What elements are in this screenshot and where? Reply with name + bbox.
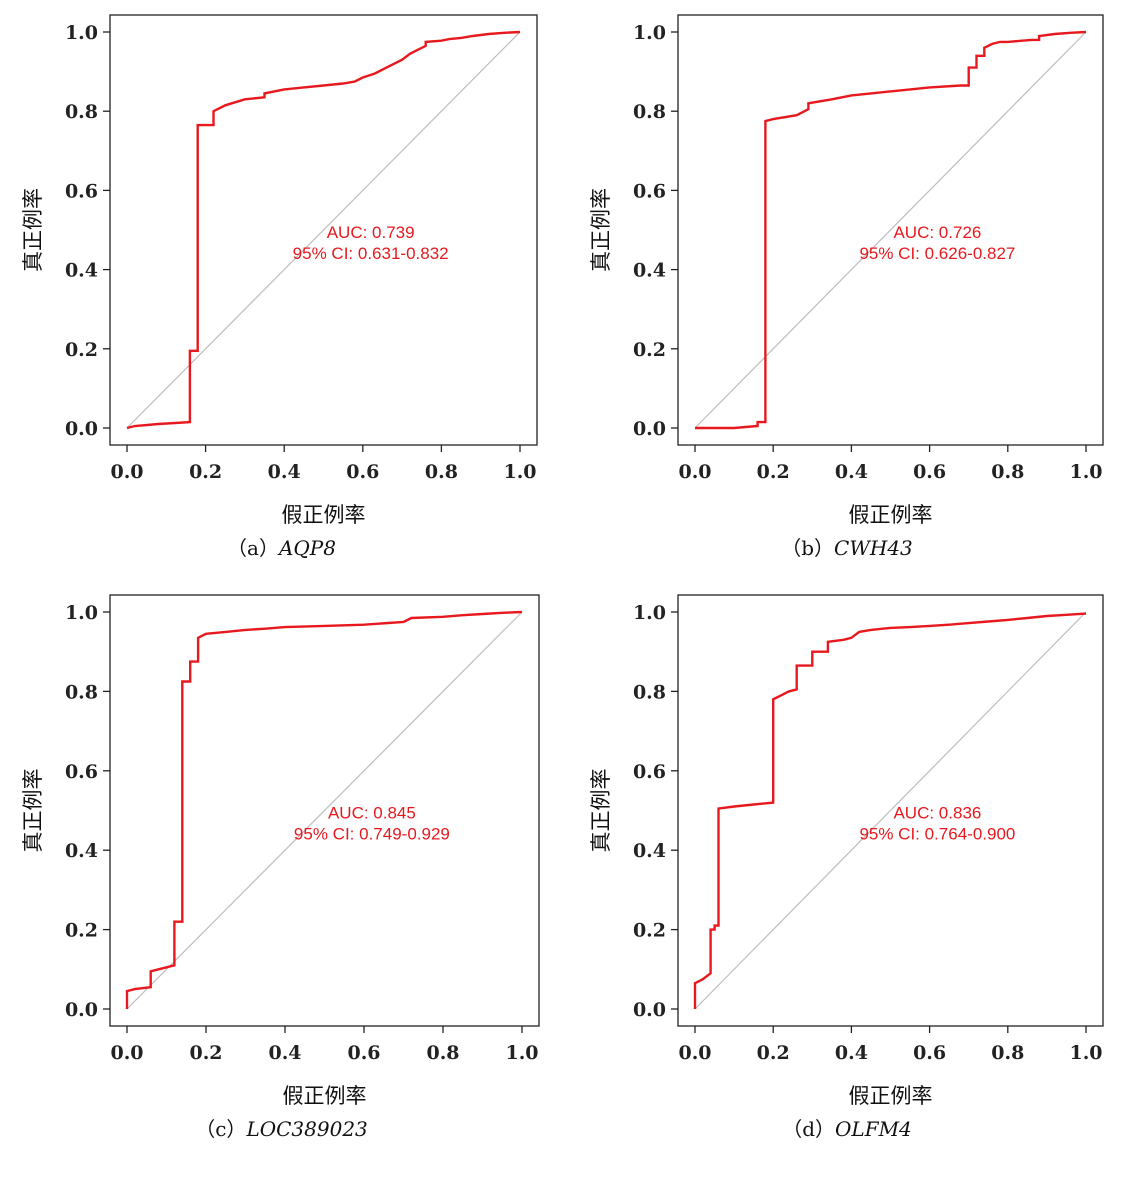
diagonal-line-b	[694, 31, 1087, 429]
x-tick-label-d-2: 0.4	[835, 1042, 868, 1064]
roc-panel-b: 0.0 0.0 0.2 0.2 0.4 0.4 0.6 0.6 0.8 0.8 1.0 1.0 假正例率…	[568, 0, 1126, 578]
auc-label-a: AUC: 0.739	[327, 223, 415, 242]
caption-b-gene: CWH43	[834, 536, 913, 560]
caption-c-prefix: （c）	[195, 1117, 247, 1141]
x-tick-label-a-0: 0.0	[110, 461, 143, 483]
y-tick-label-d-5: 1.0	[633, 602, 666, 624]
x-tick-label-b-2: 0.4	[835, 461, 868, 483]
y-tick-label-a-5: 1.0	[65, 22, 98, 44]
x-axis-label-d: 假正例率	[849, 1084, 933, 1108]
caption-d-prefix: （d）	[782, 1117, 836, 1141]
y-tick-label-c-1: 0.2	[65, 920, 98, 942]
x-tick-label-d-3: 0.6	[913, 1042, 946, 1064]
y-axis-label-b: 真正例率	[589, 188, 613, 272]
caption-b-prefix: （b）	[781, 536, 835, 560]
y-tick-label-d-4: 0.8	[633, 681, 666, 703]
y-tick-label-b-0: 0.0	[633, 418, 666, 440]
caption-d-gene: OLFM4	[835, 1117, 912, 1141]
ci-label-b: 95% CI: 0.626-0.827	[859, 244, 1015, 263]
y-tick-label-d-3: 0.6	[633, 761, 666, 783]
plot-frame-a	[109, 14, 538, 446]
ci-label-c: 95% CI: 0.749-0.929	[294, 824, 450, 843]
roc-plot-c: 0.0 0.0 0.2 0.2 0.4 0.4 0.6 0.6 0.8 0.8 1.0 1.0 假正例率…	[21, 594, 540, 1108]
y-tick-label-b-5: 1.0	[633, 22, 666, 44]
y-tick-label-c-5: 1.0	[65, 602, 98, 624]
x-axis-label-b: 假正例率	[849, 503, 933, 527]
x-tick-label-d-1: 0.2	[757, 1042, 790, 1064]
y-tick-label-a-1: 0.2	[65, 339, 98, 361]
y-tick-label-b-2: 0.4	[633, 260, 666, 282]
auc-label-d: AUC: 0.836	[893, 803, 981, 822]
x-tick-label-c-1: 0.2	[189, 1042, 222, 1064]
x-tick-label-d-4: 0.8	[991, 1042, 1024, 1064]
ci-label-a: 95% CI: 0.631-0.832	[293, 244, 449, 263]
x-tick-label-a-5: 1.0	[503, 461, 536, 483]
y-tick-label-c-3: 0.6	[65, 761, 98, 783]
auc-label-b: AUC: 0.726	[893, 223, 981, 242]
y-tick-label-b-3: 0.6	[633, 180, 666, 202]
x-tick-label-c-2: 0.4	[268, 1042, 301, 1064]
caption-b: （b）CWH43	[568, 532, 1126, 561]
roc-curve-a	[126, 30, 521, 430]
roc-curve-b	[695, 30, 1087, 430]
y-tick-label-c-2: 0.4	[65, 840, 98, 862]
x-tick-label-b-3: 0.6	[913, 461, 946, 483]
x-tick-label-b-1: 0.2	[757, 461, 790, 483]
x-tick-label-c-3: 0.6	[347, 1042, 380, 1064]
roc-plot-b: 0.0 0.0 0.2 0.2 0.4 0.4 0.6 0.6 0.8 0.8 1.0 1.0 假正例率…	[589, 14, 1104, 527]
caption-d: （d）OLFM4	[568, 1113, 1126, 1142]
diagonal-line-a	[126, 31, 521, 429]
roc-panel-c: 0.0 0.0 0.2 0.2 0.4 0.4 0.6 0.6 0.8 0.8 1.0 1.0 假正例率…	[0, 580, 563, 1170]
roc-curve-d	[693, 612, 1087, 1009]
y-axis-label-d: 真正例率	[589, 769, 613, 853]
auc-label-c: AUC: 0.845	[328, 803, 416, 822]
x-tick-label-a-3: 0.6	[346, 461, 379, 483]
caption-c-gene: LOC389023	[246, 1117, 368, 1141]
caption-a-gene: AQP8	[278, 536, 336, 560]
x-tick-label-a-2: 0.4	[268, 461, 301, 483]
roc-curve-c	[125, 610, 523, 1009]
y-axis-label-a: 真正例率	[21, 188, 45, 272]
y-tick-label-d-0: 0.0	[633, 999, 666, 1021]
caption-a: （a）AQP8	[0, 532, 563, 561]
y-tick-label-d-1: 0.2	[633, 920, 666, 942]
x-tick-label-a-1: 0.2	[189, 461, 222, 483]
caption-c: （c）LOC389023	[0, 1113, 563, 1142]
y-tick-label-b-4: 0.8	[633, 101, 666, 123]
roc-panel-a: 0.0 0.0 0.2 0.2 0.4 0.4 0.6 0.6 0.8 0.8 1.0 1.0 假正例率…	[0, 0, 563, 578]
diagonal-line-d	[694, 611, 1087, 1010]
y-tick-label-b-1: 0.2	[633, 339, 666, 361]
x-tick-label-b-5: 1.0	[1069, 461, 1102, 483]
y-tick-label-c-4: 0.8	[65, 681, 98, 703]
x-tick-label-d-5: 1.0	[1069, 1042, 1102, 1064]
y-tick-label-a-4: 0.8	[65, 101, 98, 123]
y-tick-label-a-0: 0.0	[65, 418, 98, 440]
plot-frame-d	[677, 594, 1104, 1027]
caption-a-prefix: （a）	[227, 536, 279, 560]
plot-frame-b	[677, 14, 1104, 446]
y-tick-label-d-2: 0.4	[633, 840, 666, 862]
x-tick-label-b-4: 0.8	[991, 461, 1024, 483]
x-tick-label-a-4: 0.8	[425, 461, 458, 483]
x-axis-label-c: 假正例率	[283, 1084, 367, 1108]
x-axis-label-a: 假正例率	[282, 503, 366, 527]
x-tick-label-b-0: 0.0	[678, 461, 711, 483]
x-tick-label-c-4: 0.8	[426, 1042, 459, 1064]
diagonal-line-c	[126, 611, 523, 1010]
y-tick-label-a-3: 0.6	[65, 180, 98, 202]
x-tick-label-c-5: 1.0	[505, 1042, 538, 1064]
roc-panel-d: 0.0 0.0 0.2 0.2 0.4 0.4 0.6 0.6 0.8 0.8 1.0 1.0 假正例率…	[568, 580, 1126, 1170]
plot-frame-c	[109, 594, 540, 1027]
roc-plot-d: 0.0 0.0 0.2 0.2 0.4 0.4 0.6 0.6 0.8 0.8 1.0 1.0 假正例率…	[589, 594, 1104, 1108]
y-tick-label-c-0: 0.0	[65, 999, 98, 1021]
y-axis-label-c: 真正例率	[21, 769, 45, 853]
x-tick-label-d-0: 0.0	[678, 1042, 711, 1064]
y-tick-label-a-2: 0.4	[65, 260, 98, 282]
ci-label-d: 95% CI: 0.764-0.900	[859, 824, 1015, 843]
roc-plot-a: 0.0 0.0 0.2 0.2 0.4 0.4 0.6 0.6 0.8 0.8 1.0 1.0 假正例率…	[21, 14, 538, 527]
x-tick-label-c-0: 0.0	[110, 1042, 143, 1064]
